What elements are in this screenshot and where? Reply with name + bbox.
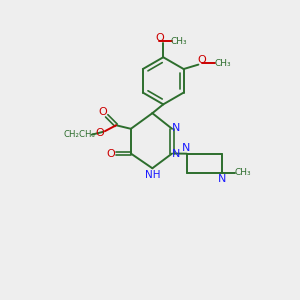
Text: N: N bbox=[172, 123, 181, 133]
Text: CH₂CH₃: CH₂CH₃ bbox=[63, 130, 95, 139]
Text: O: O bbox=[198, 55, 207, 64]
Text: CH₃: CH₃ bbox=[234, 168, 251, 177]
Text: O: O bbox=[98, 107, 107, 117]
Text: NH: NH bbox=[145, 170, 160, 180]
Text: O: O bbox=[155, 32, 164, 43]
Text: N: N bbox=[218, 174, 226, 184]
Text: O: O bbox=[96, 128, 104, 138]
Text: N: N bbox=[182, 143, 190, 153]
Text: CH₃: CH₃ bbox=[170, 37, 187, 46]
Text: CH₃: CH₃ bbox=[214, 58, 231, 68]
Text: O: O bbox=[106, 148, 115, 158]
Text: N: N bbox=[172, 148, 181, 158]
